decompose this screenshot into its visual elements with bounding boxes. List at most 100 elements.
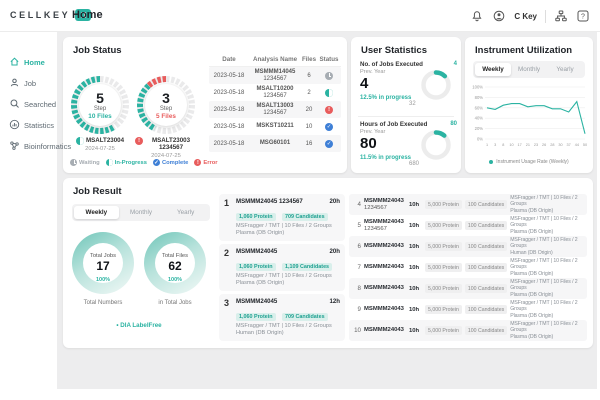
result-rank: 6 <box>357 243 361 250</box>
header-divider <box>545 9 546 23</box>
legend-item-error: Error <box>194 159 218 166</box>
result-row[interactable]: 5 MSMMM24043 1234567 10h 5,000 Protein 10… <box>349 215 587 236</box>
sidebar-item-job[interactable]: Job <box>0 73 57 94</box>
cell-date: 2023-05-18 <box>213 123 245 130</box>
table-row[interactable]: 2023-05-18 MSG60101 16 <box>209 135 341 153</box>
tab-yearly[interactable]: Yearly <box>177 209 195 216</box>
job-result-tabs: Weekly Monthly Yearly <box>72 204 210 221</box>
stat-label: No. of Jobs Executed <box>360 61 423 68</box>
tab-weekly[interactable]: Weekly <box>475 63 511 76</box>
result-chips: 1,060 Protein 1,109 Candidates <box>236 255 340 273</box>
svg-text:80%: 80% <box>475 95 484 100</box>
sidebar-item-searched[interactable]: Searched <box>0 94 57 115</box>
top-results-list: 1 MSMMM24045 1234567 20h 1,060 Protein 7… <box>219 194 345 344</box>
gauge-files: 5 Files <box>156 112 176 120</box>
svg-text:40%: 40% <box>475 116 484 121</box>
table-row[interactable]: 2023-05-18 MSALT10200 1234567 2 <box>209 84 341 101</box>
sidebar-item-home[interactable]: Home <box>0 52 57 73</box>
error-icon <box>135 137 143 145</box>
result-rank: 5 <box>357 222 361 229</box>
tab-yearly[interactable]: Yearly <box>556 66 574 73</box>
stat-sublabel: Prev. Year <box>360 69 386 75</box>
sidebar-item-label: Bioinformatics <box>24 142 72 151</box>
result-row[interactable]: 6 MSMMM24043 10h 5,000 Protein 100 Candi… <box>349 236 587 257</box>
result-duration: 10h <box>409 306 420 313</box>
sidebar-item-label: Searched <box>24 100 57 109</box>
result-description: MSFragger / TMT | 10 Files / 2 Groups Pla… <box>510 257 578 277</box>
candidates-chip: 709 Candidates <box>282 213 328 221</box>
top-result-item[interactable]: 2 MSMMM24045 20h 1,060 Protein 1,109 Can… <box>219 244 345 291</box>
donut-label: Total Jobs <box>89 253 117 259</box>
result-rank: 9 <box>357 306 361 313</box>
result-duration: 10h <box>409 222 420 229</box>
bell-icon[interactable] <box>470 9 484 23</box>
sidebar-item-statistics[interactable]: Statistics <box>0 115 57 136</box>
result-row[interactable]: 9 MSMMM24043 10h 5,000 Protein 100 Candi… <box>349 299 587 320</box>
donut-center: Total Files 62 <box>155 243 195 283</box>
result-name: MSMMM24043 1234567 <box>364 197 404 211</box>
tab-monthly[interactable]: Monthly <box>129 209 153 216</box>
table-row[interactable]: 2023-05-18 MSMMM14045 1234567 6 <box>209 67 341 85</box>
svg-text:3: 3 <box>494 143 496 147</box>
top-result-item[interactable]: 1 MSMMM24045 1234567 20h 1,060 Protein 7… <box>219 194 345 241</box>
job-gauge-1: 5 Step 10 Files <box>70 75 130 135</box>
svg-text:28: 28 <box>550 143 554 147</box>
cell-files: 10 <box>305 123 313 130</box>
result-name: MSMMM24043 <box>364 285 404 292</box>
candidates-chip: 100 Candidates <box>464 200 508 209</box>
logo-text: CELLKEY <box>10 10 71 20</box>
table-row[interactable]: 2023-05-18 MSALT13003 1234567 20 <box>209 101 341 119</box>
searched-icon <box>9 98 20 111</box>
svg-text:60%: 60% <box>475 105 484 110</box>
gauge-step-label: Step <box>93 105 107 112</box>
in-progress-icon <box>75 137 84 145</box>
result-duration: 10h <box>409 285 420 292</box>
table-row[interactable]: 2023-05-18 MSKST10211 10 <box>209 118 341 135</box>
tab-weekly[interactable]: Weekly <box>74 206 119 219</box>
svg-text:30: 30 <box>558 143 562 147</box>
page-title: Home <box>72 9 103 21</box>
col-files: Files <box>301 56 317 63</box>
status-icon <box>70 159 77 166</box>
cell-files: 20 <box>305 106 313 113</box>
result-row[interactable]: 8 MSMMM24043 10h 5,000 Protein 100 Candi… <box>349 278 587 299</box>
sidebar-item-bioinformatics[interactable]: Bioinformatics <box>0 136 71 157</box>
result-row[interactable]: 10 MSMMM24043 10h 5,000 Protein 100 Cand… <box>349 320 587 341</box>
status-icon <box>152 159 160 166</box>
dia-labelfree-link[interactable]: DIA LabelFree <box>72 322 206 329</box>
instrument-utilization-title: Instrument Utilization <box>475 45 573 56</box>
legend-label: In-Progress <box>114 159 147 166</box>
tab-monthly[interactable]: Monthly <box>517 66 541 73</box>
user-name[interactable]: C Key <box>514 11 537 21</box>
result-name: MSMMM24045 <box>236 248 278 255</box>
cell-files: 2 <box>307 89 311 96</box>
result-name: MSMMM24045 <box>236 298 278 305</box>
status-icon <box>325 71 333 80</box>
donut-percent: 100% <box>167 277 183 283</box>
result-rank: 3 <box>224 298 230 308</box>
result-row[interactable]: 7 MSMMM24043 10h 5,000 Protein 100 Candi… <box>349 257 587 278</box>
result-row[interactable]: 4 MSMMM24043 1234567 10h 5,000 Protein 10… <box>349 194 587 215</box>
gauge-files: 10 Files <box>88 112 112 120</box>
candidates-chip: 1,109 Candidates <box>282 263 333 271</box>
cell-date: 2023-05-18 <box>213 72 245 79</box>
result-description: MSFragger / TMT | 10 Files / 2 Groups Pla… <box>510 320 578 340</box>
sidebar-item-label: Home <box>24 58 45 67</box>
help-icon[interactable]: ? <box>576 9 590 23</box>
svg-text:17: 17 <box>518 143 522 147</box>
stat-progress: 11.5% in progress <box>360 154 412 161</box>
col-date: Date <box>222 56 236 63</box>
result-rank: 4 <box>357 201 361 208</box>
avatar[interactable] <box>492 9 506 23</box>
svg-text:20%: 20% <box>475 126 484 131</box>
table-body: 2023-05-18 MSMMM14045 1234567 6 2023-05-1… <box>209 67 341 153</box>
top-result-item[interactable]: 3 MSMMM24045 12h 1,060 Protein 709 Candi… <box>219 294 345 341</box>
table-header: Date Analysis Name Files Status <box>209 53 341 68</box>
header-actions: C Key ? <box>470 0 590 32</box>
result-duration: 10h <box>409 327 420 334</box>
job-status-table: Date Analysis Name Files Status 2023-05-… <box>209 53 341 153</box>
sitemap-icon[interactable] <box>554 9 568 23</box>
svg-text:10: 10 <box>509 143 513 147</box>
svg-text:0%: 0% <box>477 137 483 142</box>
protein-chip: 5,000 Protein <box>425 242 462 251</box>
